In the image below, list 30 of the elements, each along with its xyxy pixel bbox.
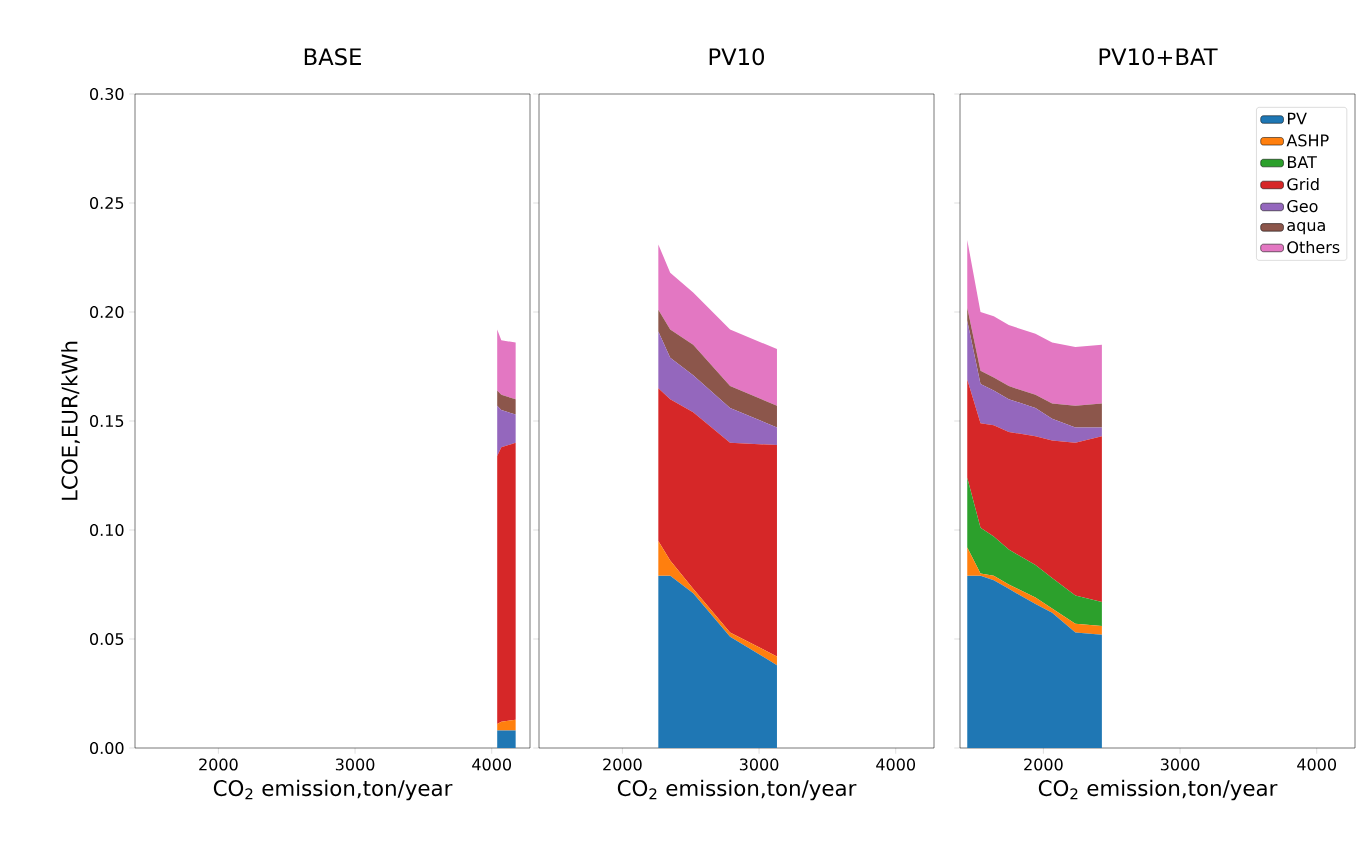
x-tick-label: 2000 — [1024, 758, 1063, 771]
x-tick-label: 3000 — [1160, 758, 1200, 771]
legend-label: Grid — [1287, 177, 1319, 191]
x-axis-title: CO$_{2}$ emission,ton/year — [1038, 779, 1278, 801]
legend-label: ASHP — [1286, 134, 1329, 147]
legend-label: Geo — [1287, 200, 1318, 213]
x-tick-label: 2000 — [199, 758, 238, 771]
chart-title: PV10+BAT — [1099, 48, 1218, 66]
x-axis-title: CO$_{2}$ emission,ton/year — [213, 779, 453, 801]
chart-title: PV10 — [709, 48, 765, 66]
legend-label: Others — [1287, 240, 1340, 254]
y-tick-label: 0.15 — [90, 414, 124, 428]
x-tick-label: 4000 — [472, 758, 512, 771]
chart-title: BASE — [304, 48, 361, 66]
legend-label: PV — [1287, 112, 1307, 125]
x-tick-label: 3000 — [335, 758, 375, 771]
y-tick-label: 0.00 — [90, 741, 124, 755]
y-tick-label: 0.25 — [90, 196, 124, 210]
legend-label: aqua — [1287, 221, 1325, 235]
y-tick-label: 0.05 — [90, 632, 124, 646]
x-tick-label: 4000 — [1297, 758, 1337, 771]
x-tick-label: 2000 — [603, 758, 642, 771]
x-tick-label: 3000 — [739, 758, 779, 771]
x-tick-label: 4000 — [876, 758, 916, 771]
y-tick-label: 0.30 — [90, 87, 124, 101]
legend-label: BAT — [1287, 156, 1317, 168]
y-tick-label: 0.10 — [90, 523, 124, 537]
y-axis-title: LCOE,EUR/kWh — [61, 341, 80, 500]
x-axis-title: CO$_{2}$ emission,ton/year — [617, 779, 857, 801]
y-tick-label: 0.20 — [90, 305, 124, 319]
